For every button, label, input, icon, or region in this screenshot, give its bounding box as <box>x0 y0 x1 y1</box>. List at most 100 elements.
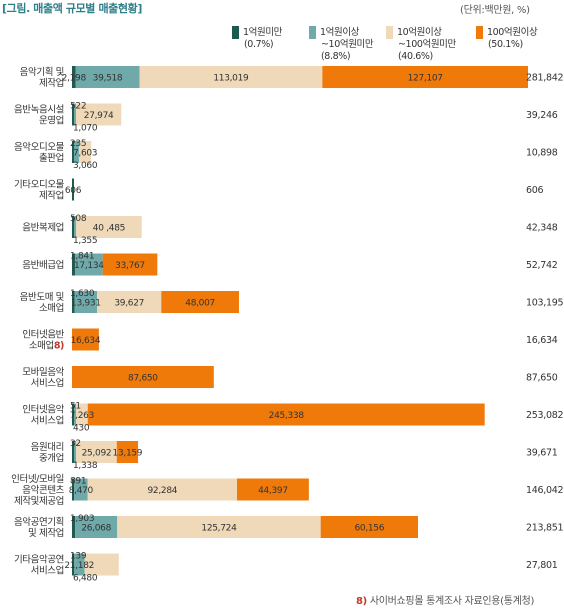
category-label: 중개업 <box>39 452 64 464</box>
legend-label: 100억원이상 <box>487 26 538 38</box>
category-label: 음반녹음시설 <box>14 105 64 116</box>
legend-item-3: 10억원이상~100억원미만(40.6%) <box>386 26 457 62</box>
bar-segment <box>72 403 74 426</box>
legend-item-1: 1억원미만(0.7%) <box>232 26 283 50</box>
data-label: 48,007 <box>185 299 215 309</box>
category-label: 음반복제업 <box>22 222 64 234</box>
data-label: 606 <box>65 186 82 196</box>
data-label: 39,518 <box>93 74 123 84</box>
legend-label-line2: ~10억원미만 <box>321 38 374 50</box>
bar-segment <box>74 441 77 463</box>
data-label: 1,355 <box>73 236 97 246</box>
bar-segment <box>72 103 74 126</box>
data-label: 40 ,485 <box>93 224 125 234</box>
total-label: 103,195 <box>526 298 563 309</box>
data-label: 60,156 <box>354 524 384 534</box>
category-label: 서비스업 <box>31 377 64 389</box>
category-label: 모바일음악 <box>22 366 64 378</box>
unit-label: (단위:백만원, %) <box>460 5 530 16</box>
data-label: 44,397 <box>258 486 288 496</box>
legend-swatch <box>309 26 316 39</box>
bar-segment <box>72 441 74 463</box>
legend-label-line2: ~100억원미만 <box>398 38 457 50</box>
data-label: 87,650 <box>128 374 158 384</box>
category-label: 및 제작업 <box>28 527 64 539</box>
bar-row: 음반복제업 508 1,355 40 ,485 42,348 <box>22 214 558 246</box>
data-label: 1,841 <box>70 252 94 262</box>
data-label: 7,603 <box>73 149 97 159</box>
legend-label: 1억원미만 <box>243 26 283 38</box>
bar-segment <box>87 478 238 501</box>
data-label: 127,107 <box>408 74 443 84</box>
bar-segment <box>72 478 74 501</box>
bar-segment <box>72 328 99 351</box>
bar-segment <box>139 66 323 88</box>
bar-segment <box>117 516 321 538</box>
total-label: 87,650 <box>526 373 558 384</box>
total-label: 42,348 <box>526 223 558 234</box>
data-label: 17,134 <box>74 261 104 271</box>
bar-segment <box>74 103 76 126</box>
data-label: 51 <box>70 402 81 412</box>
bar-segment <box>97 291 162 313</box>
bar-segment <box>74 478 88 501</box>
data-label: 139 <box>70 552 87 562</box>
category-label: 음악공연기획 <box>14 516 64 528</box>
data-label: 33,767 <box>115 261 145 271</box>
bar-segment <box>72 253 75 276</box>
total-label: 52,742 <box>526 260 558 271</box>
total-label: 213,851 <box>526 523 563 534</box>
legend-swatch <box>476 26 483 39</box>
total-label: 39,246 <box>526 110 558 121</box>
bar-segment <box>72 66 76 88</box>
data-label: 508 <box>70 214 87 224</box>
legend-item-2: 1억원이상~10억원미만(8.8%) <box>309 26 374 62</box>
data-label: 6,480 <box>73 574 98 584</box>
category-label: 소매업 <box>39 302 64 314</box>
bar-segment <box>75 516 118 538</box>
data-label: 8,470 <box>69 486 94 496</box>
data-label: 13,931 <box>71 299 101 309</box>
bar-segment <box>72 516 76 538</box>
bar-segment <box>72 141 74 163</box>
legend-share: (0.7%) <box>244 39 273 50</box>
legend-share: (50.1%) <box>488 39 523 50</box>
bar-segment <box>76 403 88 426</box>
footnote-number: 8) <box>356 596 367 607</box>
data-label: 235 <box>70 139 86 149</box>
data-label: 32 <box>70 439 81 449</box>
data-label: 1,070 <box>73 124 98 134</box>
bar-segment <box>74 291 98 313</box>
category-label: 음원대리 <box>31 442 64 453</box>
data-label: 1,630 <box>70 289 95 299</box>
total-label: 10,898 <box>526 148 558 159</box>
data-label: 7,263 <box>70 411 94 421</box>
data-label: 25,092 <box>82 449 112 459</box>
data-label: 891 <box>70 477 86 487</box>
bar-segment <box>87 403 485 426</box>
total-label: 27,801 <box>526 560 558 571</box>
bar-segment <box>76 103 122 126</box>
bar-segment <box>75 66 140 88</box>
category-label: 음악콘텐츠 <box>22 484 64 496</box>
category-label: 인터넷음악 <box>22 404 64 416</box>
category-label: 제작업 <box>39 77 64 89</box>
category-label: 음반도매 및 <box>20 291 65 303</box>
data-label: 16,634 <box>71 336 101 346</box>
chart-title: [그림. 매출액 규모별 매출현황] <box>2 2 142 15</box>
bar-segment <box>116 441 139 463</box>
category-label: 소매업8) <box>29 340 64 352</box>
data-label: 113,019 <box>213 74 249 84</box>
data-label: 430 <box>73 424 90 434</box>
data-label: 522 <box>70 102 86 112</box>
